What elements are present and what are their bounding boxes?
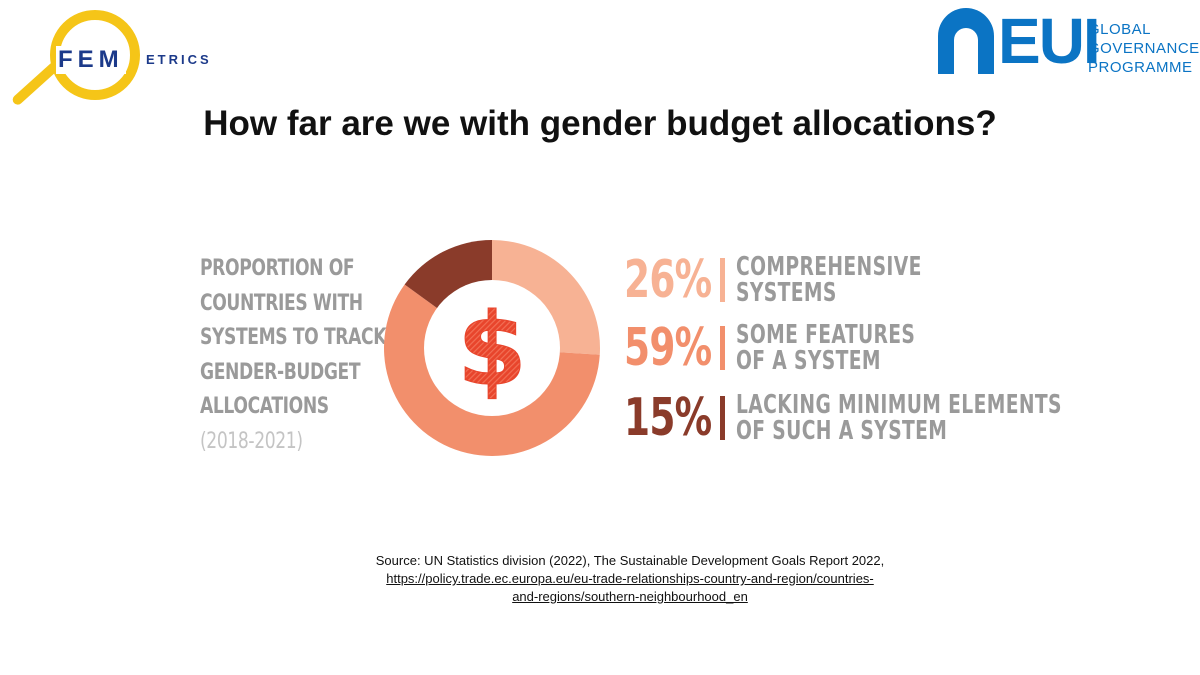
eui-logo-sub: GLOBAL GOVERNANCE PROGRAMME: [1088, 21, 1200, 76]
description-line: PROPORTION OF: [200, 256, 355, 281]
description-period: (2018-2021): [200, 428, 303, 454]
legend-label: COMPREHENSIVE SYSTEMS: [736, 252, 922, 308]
legend-divider: [720, 258, 725, 302]
legend-label: LACKING MINIMUM ELEMENTS OF SUCH A SYSTE…: [736, 390, 1062, 446]
magnifier-handle-icon: [10, 60, 61, 107]
description-line: ALLOCATIONS: [200, 394, 329, 419]
donut-chart: $: [384, 240, 600, 456]
femetrics-logo-main: FEM: [56, 46, 126, 74]
legend-divider: [720, 326, 725, 370]
legend-value: 26%: [624, 250, 712, 310]
donut-hole: [424, 280, 560, 416]
legend-label: SOME FEATURES OF A SYSTEM: [736, 320, 916, 376]
source-link[interactable]: https://policy.trade.ec.europa.eu/eu-tra…: [386, 571, 874, 586]
eui-arch-icon: [938, 8, 994, 74]
source-text: Source: UN Statistics division (2022), T…: [375, 553, 885, 568]
chart-description: PROPORTION OF COUNTRIES WITH SYSTEMS TO …: [200, 252, 387, 459]
magnifier-ring-icon: [50, 10, 140, 100]
dollar-sign-icon: $: [457, 291, 527, 408]
legend-value: 59%: [624, 318, 712, 378]
legend-value: 15%: [624, 388, 712, 448]
eui-logo: EUI GLOBAL GOVERNANCE PROGRAMME: [938, 5, 1200, 78]
femetrics-logo: FEM ETRICS: [10, 2, 240, 142]
eui-logo-main: EUI: [998, 5, 1101, 77]
description-line: SYSTEMS TO TRACK: [200, 325, 387, 350]
page-title: How far are we with gender budget alloca…: [203, 104, 997, 143]
legend-divider: [720, 396, 725, 440]
description-line: GENDER-BUDGET: [200, 359, 361, 385]
source-link[interactable]: and-regions/southern-neighbourhood_en: [512, 589, 748, 604]
femetrics-logo-sub: ETRICS: [146, 52, 212, 67]
description-line: COUNTRIES WITH: [200, 290, 363, 316]
source-note: Source: UN Statistics division (2022), T…: [300, 552, 960, 606]
